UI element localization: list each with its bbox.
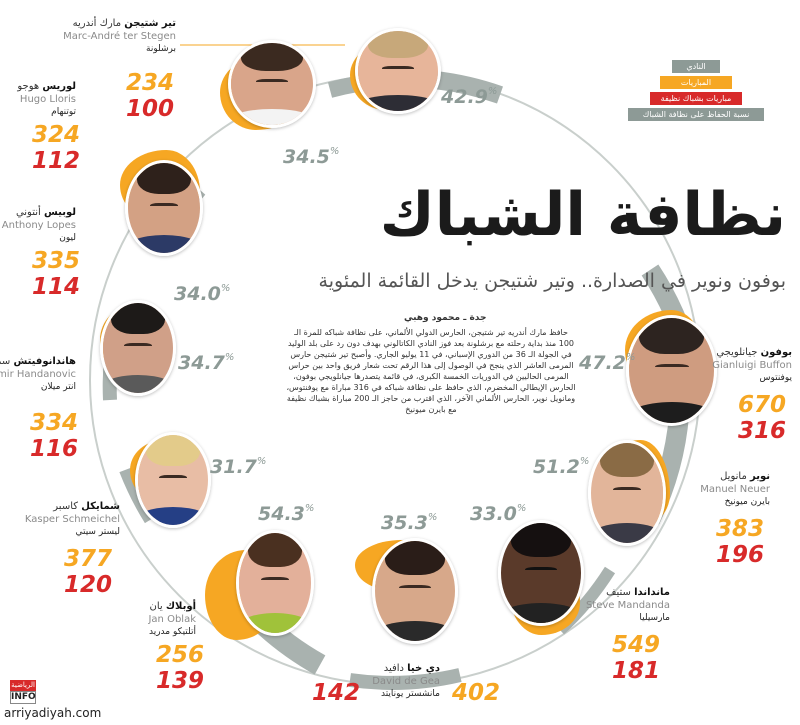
- mandanda-matches: 549: [612, 632, 661, 658]
- terstegen-clean: 100: [126, 96, 175, 122]
- neuer-photo: [588, 440, 666, 546]
- handanovic-club: انتر ميلان: [40, 382, 76, 392]
- page-subtitle: بوفون ونوير في الصدارة.. وتير شتيجن يدخل…: [318, 270, 786, 292]
- lopes-clean: 114: [32, 274, 81, 300]
- mandanda-pct: 33.0%: [470, 503, 527, 525]
- schmeichel-name-ar: شمايكل كاسبر: [53, 501, 120, 512]
- terstegen-name-en: Marc-André ter Stegen: [63, 31, 176, 42]
- legend-ratio: نسبة الحفاظ على نظافة الشباك: [628, 108, 764, 121]
- legend-club: النادي: [672, 60, 720, 73]
- neuer-name-en: Manuel Neuer: [700, 484, 770, 495]
- buffon-club: يوفنتوس: [759, 373, 792, 383]
- degea-photo: [372, 538, 458, 644]
- schmeichel-matches: 377: [64, 546, 113, 572]
- neuer-clean: 196: [716, 542, 765, 568]
- buffon-name-en: Gianluigi Buffon: [712, 360, 792, 371]
- lopes-pct: 34.0%: [174, 283, 231, 305]
- mandanda-name-en: Steve Mandanda: [585, 600, 670, 611]
- schmeichel-info: شمايكل كاسبر Kasper Schmeichel ليستر سيت…: [0, 500, 120, 539]
- legend-clean-sheets: مباريات بشباك نظيفة: [650, 92, 742, 105]
- schmeichel-photo: [135, 432, 211, 528]
- terstegen-photo: [355, 28, 441, 114]
- lopes-name-ar: لوبيس أنتوني: [15, 207, 76, 218]
- lopes-name-en: Anthony Lopes: [1, 220, 76, 231]
- handanovic-pct: 34.7%: [178, 352, 235, 374]
- schmeichel-name-en: Kasper Schmeichel: [24, 514, 120, 525]
- handanovic-name-en: Samir Handanovic: [0, 369, 76, 380]
- site-url[interactable]: arriyadiyah.com: [4, 706, 102, 720]
- buffon-photo: [626, 315, 717, 426]
- mandanda-photo: [498, 520, 584, 626]
- schmeichel-club: ليستر سيتي: [75, 527, 120, 537]
- lloris-club: توتنهام: [51, 107, 76, 117]
- author-byline: جدة ـ محمود وهبي: [404, 313, 487, 323]
- oblak-name-ar: أوبلاك يان: [149, 601, 196, 612]
- neuer-pct: 51.2%: [533, 456, 590, 478]
- degea-club: مانشستر يونايتد: [380, 689, 440, 699]
- oblak-name-en: Jan Oblak: [148, 614, 196, 625]
- oblak-club: أتلتيكو مدريد: [148, 627, 196, 637]
- degea-info: دي خيا دافيد David de Gea مانشستر يونايت…: [320, 662, 440, 701]
- terstegen-pct: 42.9%: [441, 86, 498, 108]
- article-body: حافظ مارك أندريه تير شتيجن، الحارس الدول…: [286, 328, 576, 414]
- buffon-name-ar: بوفون جيانلويجي: [716, 347, 792, 358]
- neuer-matches: 383: [716, 516, 765, 542]
- oblak-info: أوبلاك يان Jan Oblak أتلتيكو مدريد: [76, 600, 196, 639]
- schmeichel-clean: 120: [64, 572, 113, 598]
- handanovic-photo: [100, 300, 176, 396]
- legend-matches: المباريات: [660, 76, 732, 89]
- degea-matches: 402: [452, 680, 501, 706]
- terstegen-info: تير شتيجن مارك أندريه Marc-André ter Ste…: [56, 17, 176, 56]
- neuer-name-ar: نوير مانويل: [720, 471, 770, 482]
- terstegen-club: برشلونة: [146, 44, 176, 54]
- oblak-clean: 139: [156, 668, 205, 694]
- lloris-pct: 34.5%: [283, 146, 340, 168]
- lopes-matches: 335: [32, 248, 81, 274]
- lopes-club: ليون: [59, 233, 76, 243]
- neuer-info: نوير مانويل Manuel Neuer بايرن ميونيخ: [650, 470, 770, 509]
- degea-pct: 35.3%: [381, 512, 438, 534]
- lopes-info: لوبيس أنتوني Anthony Lopes ليون: [0, 206, 76, 245]
- buffon-pct: 47.2%: [579, 352, 636, 374]
- lloris-name-ar: لوريس هوجو: [17, 81, 76, 92]
- oblak-matches: 256: [156, 642, 205, 668]
- mandanda-info: مانداندا ستيف Steve Mandanda مارسيليا: [550, 586, 670, 625]
- handanovic-matches: 334: [30, 410, 79, 436]
- terstegen-matches: 234: [126, 70, 175, 96]
- handanovic-clean: 116: [30, 436, 79, 462]
- terstegen-name-ar: تير شتيجن مارك أندريه: [72, 18, 176, 29]
- lloris-clean: 112: [32, 148, 81, 174]
- neuer-club: بايرن ميونيخ: [724, 497, 770, 507]
- handanovic-name-ar: هاندانوفيتش سمير: [0, 356, 76, 367]
- mandanda-clean: 181: [612, 658, 661, 684]
- degea-clean: 142: [312, 680, 361, 706]
- degea-name-ar: دي خيا دافيد: [383, 663, 440, 674]
- buffon-clean: 316: [738, 418, 787, 444]
- oblak-pct: 54.3%: [258, 503, 315, 525]
- oblak-photo: [236, 530, 314, 636]
- buffon-info: بوفون جيانلويجي Gianluigi Buffon يوفنتوس: [672, 346, 792, 385]
- handanovic-info: هاندانوفيتش سمير Samir Handanovic انتر م…: [0, 355, 76, 394]
- buffon-matches: 670: [738, 392, 787, 418]
- lloris-info: لوريس هوجو Hugo Lloris توتنهام: [0, 80, 76, 119]
- schmeichel-pct: 31.7%: [210, 456, 267, 478]
- publisher-logo: الرياضية INFO: [10, 680, 36, 704]
- degea-name-en: David de Gea: [372, 676, 440, 687]
- page-title: نظافة الشباك: [379, 180, 787, 250]
- mandanda-club: مارسيليا: [639, 613, 670, 623]
- mandanda-name-ar: مانداندا ستيف: [606, 587, 670, 598]
- ring-segment: [349, 668, 462, 690]
- lloris-name-en: Hugo Lloris: [19, 94, 76, 105]
- lopes-photo: [125, 160, 203, 256]
- lloris-photo: [228, 40, 316, 128]
- lloris-matches: 324: [32, 122, 81, 148]
